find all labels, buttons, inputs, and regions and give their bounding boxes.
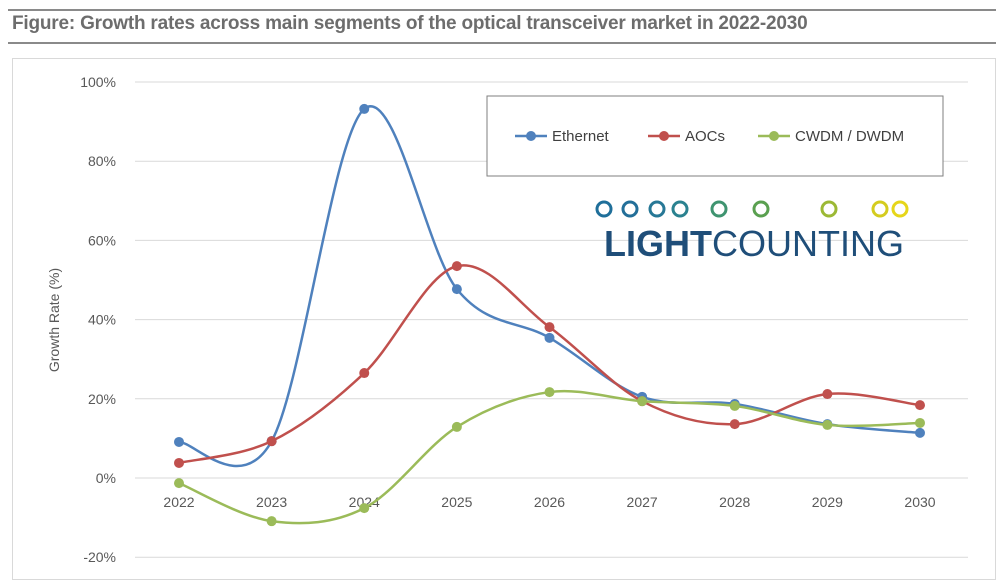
x-tick-label: 2030 [904,494,935,510]
data-point [822,419,833,430]
data-point [174,478,184,489]
x-tick-label: 2026 [534,494,565,510]
series-aocs [174,261,925,468]
logo-node-icon [752,200,770,218]
series-line [178,264,921,465]
data-point [359,503,370,514]
legend-label: CWDM / DWDM [795,128,904,145]
data-point [174,436,184,447]
legend-marker [769,131,779,141]
data-point [544,387,555,398]
legend-box [486,95,944,177]
y-tick-label: 0% [96,470,116,486]
data-point [451,421,462,432]
logo-node-icon [891,200,909,218]
y-tick-label: 20% [88,391,116,407]
x-tick-label: 2027 [627,494,658,510]
figure-title: Figure: Growth rates across main segment… [12,13,808,34]
data-point [637,396,648,407]
data-point [915,417,925,428]
logo-node-icon [621,200,639,218]
data-point [544,332,555,343]
data-point [729,419,740,430]
series-line [178,105,921,468]
data-point [266,436,277,447]
y-tick-label: 60% [88,232,116,248]
legend-marker [659,131,669,141]
logo-text: LIGHTCOUNTING [604,223,904,264]
x-tick-label: 2022 [163,494,194,510]
top-rule [8,9,996,11]
y-tick-label: 100% [80,74,116,90]
lightcounting-logo: LIGHTCOUNTING [591,200,915,264]
series-line [178,389,921,525]
x-tick-label: 2028 [719,494,750,510]
data-point [359,103,370,114]
data-point [451,284,462,295]
data-point [174,457,184,468]
title-rule [8,42,996,44]
x-tick-label: 2023 [256,494,287,510]
line-chart: -20% 0% 20% 40% 60% 80% 100% 2022 2023 2024 2025 2… [46,74,968,562]
x-tick-label: 2024 [349,494,380,510]
y-axis-label: Growth Rate (%) [46,268,62,372]
x-tick-label: 2029 [812,494,843,510]
logo-node-icon [595,200,613,218]
data-point [822,389,833,400]
legend-marker [526,131,536,141]
data-point [915,427,925,438]
y-tick-label: 80% [88,153,116,169]
data-point [729,400,740,411]
data-point [266,516,277,527]
logo-node-icon [820,200,838,218]
data-point [359,368,370,379]
y-tick-label: -20% [83,549,116,562]
logo-node-icon [648,200,666,218]
legend-label: Ethernet [552,128,610,145]
data-point [915,400,925,411]
data-point [451,261,462,272]
logo-node-icon [871,200,889,218]
logo-node-icon [710,200,728,218]
legend: Ethernet AOCs CWDM / DWDM [486,95,944,177]
data-point [544,322,555,333]
legend-label: AOCs [685,128,725,145]
series-cwdm-dwdm [174,387,925,527]
y-tick-label: 40% [88,312,116,328]
logo-node-icon [671,200,689,218]
x-tick-label: 2025 [441,494,472,510]
